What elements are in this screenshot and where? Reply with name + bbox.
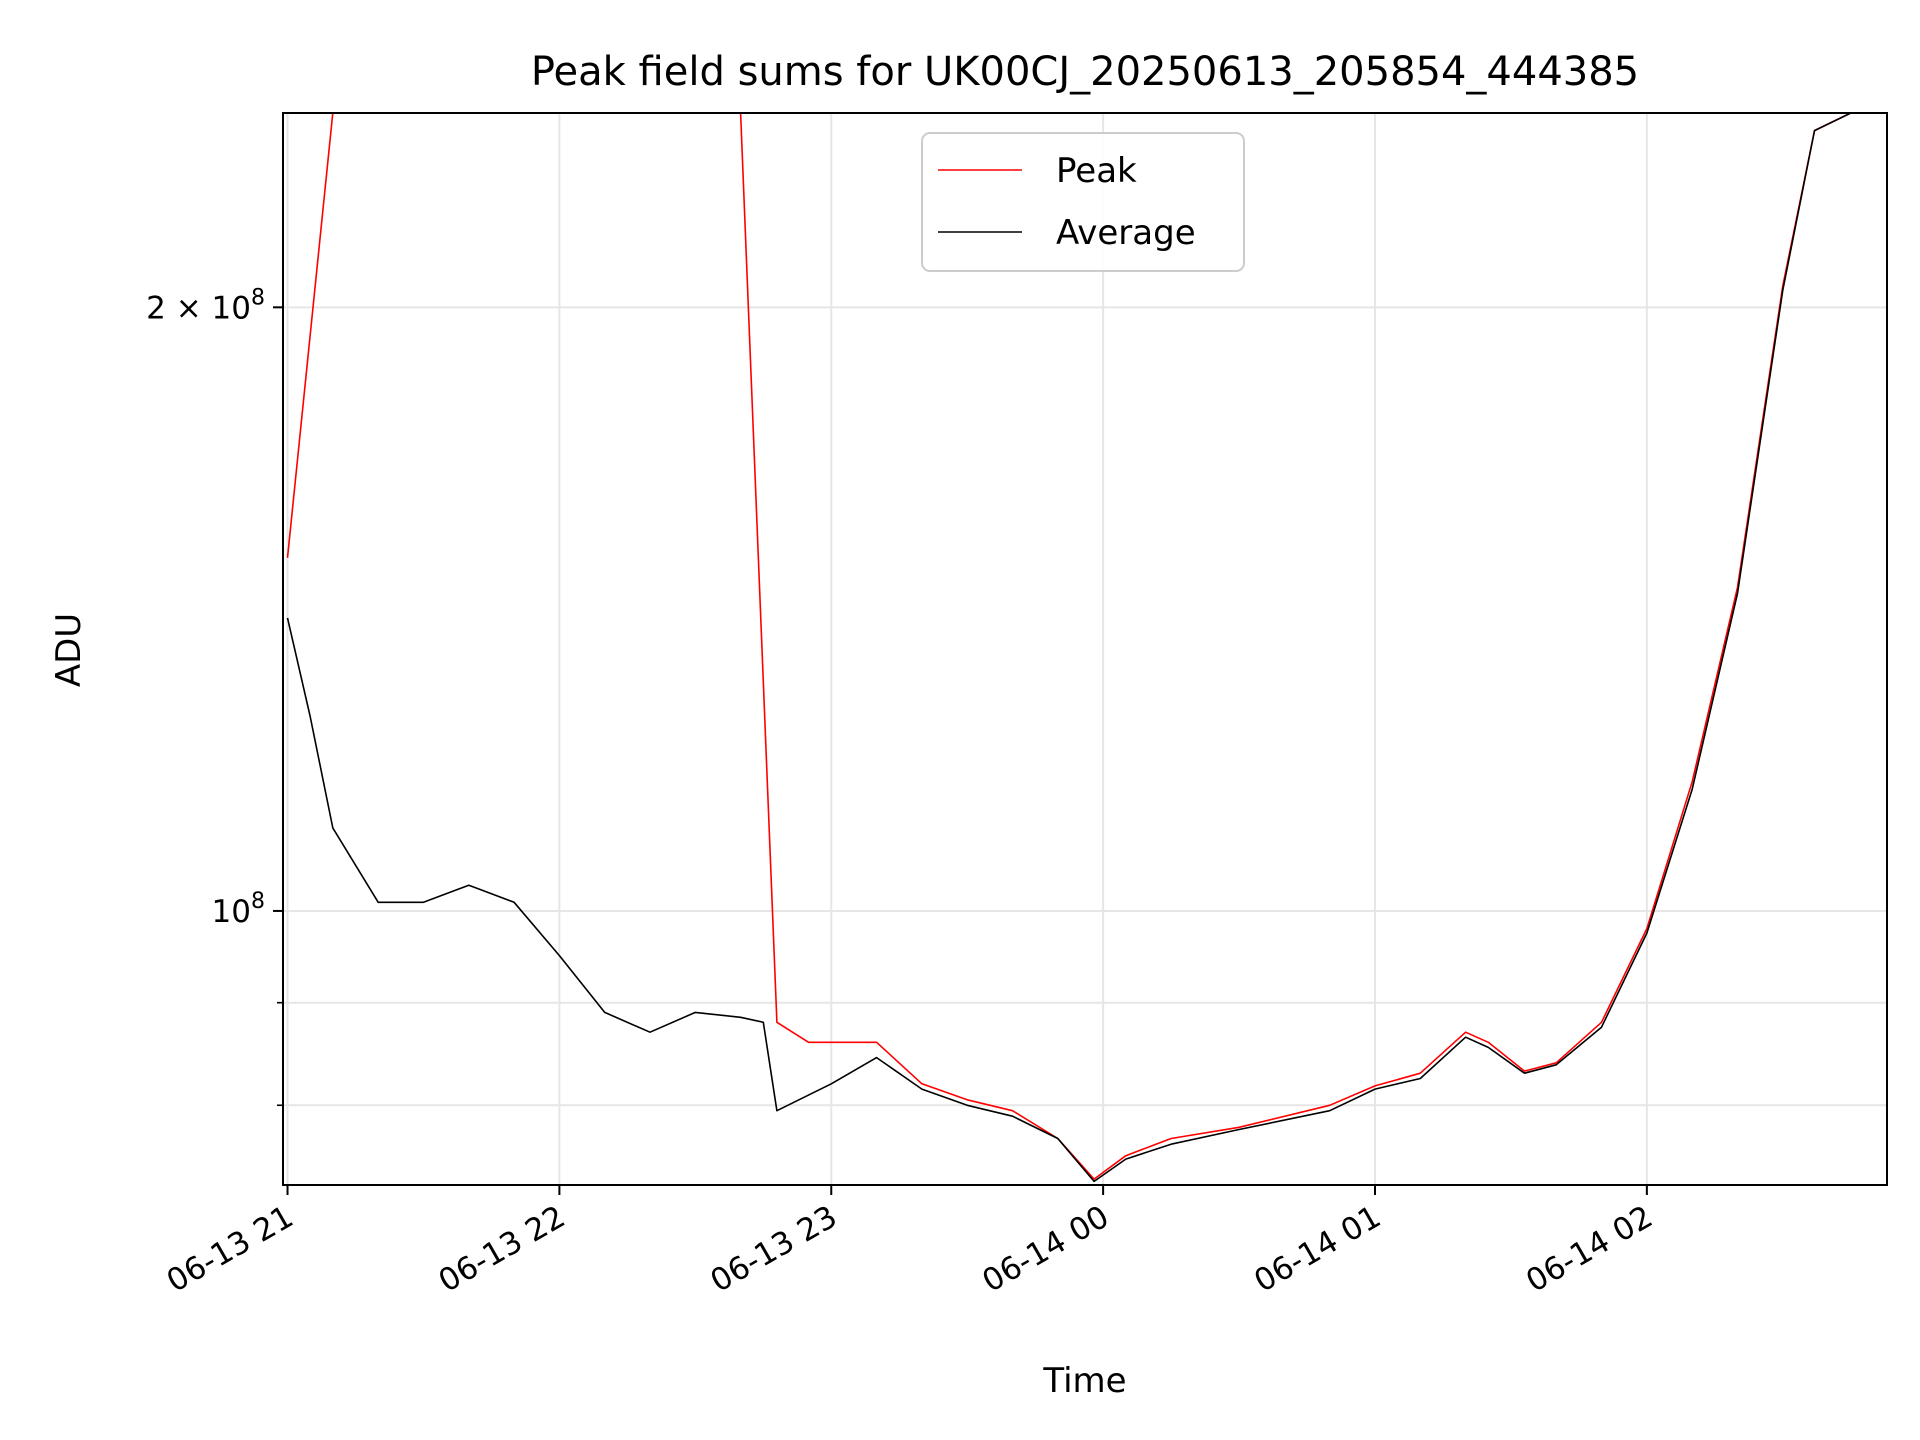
series-group	[286, 113, 1852, 1183]
plot-frame	[282, 112, 1888, 1186]
plot-background	[283, 113, 1887, 1185]
y-axis-label: ADU	[49, 613, 89, 687]
grid	[283, 113, 1887, 1185]
series-line-average	[286, 113, 1852, 1183]
y-axis: 108 2 × 108	[146, 285, 283, 1107]
legend-box	[921, 132, 1245, 272]
legend-label-average: Average	[1056, 213, 1196, 253]
legend: Peak Average	[921, 132, 1245, 272]
chart-title: Peak field sums for UK00CJ_20250613_2058…	[531, 49, 1639, 95]
plot-area	[282, 112, 1888, 1186]
y-tick-label: 108	[212, 889, 265, 930]
legend-label-peak: Peak	[1056, 151, 1137, 191]
y-tick-label: 2 × 108	[146, 285, 265, 326]
x-axis-label: Time	[1042, 1361, 1126, 1401]
